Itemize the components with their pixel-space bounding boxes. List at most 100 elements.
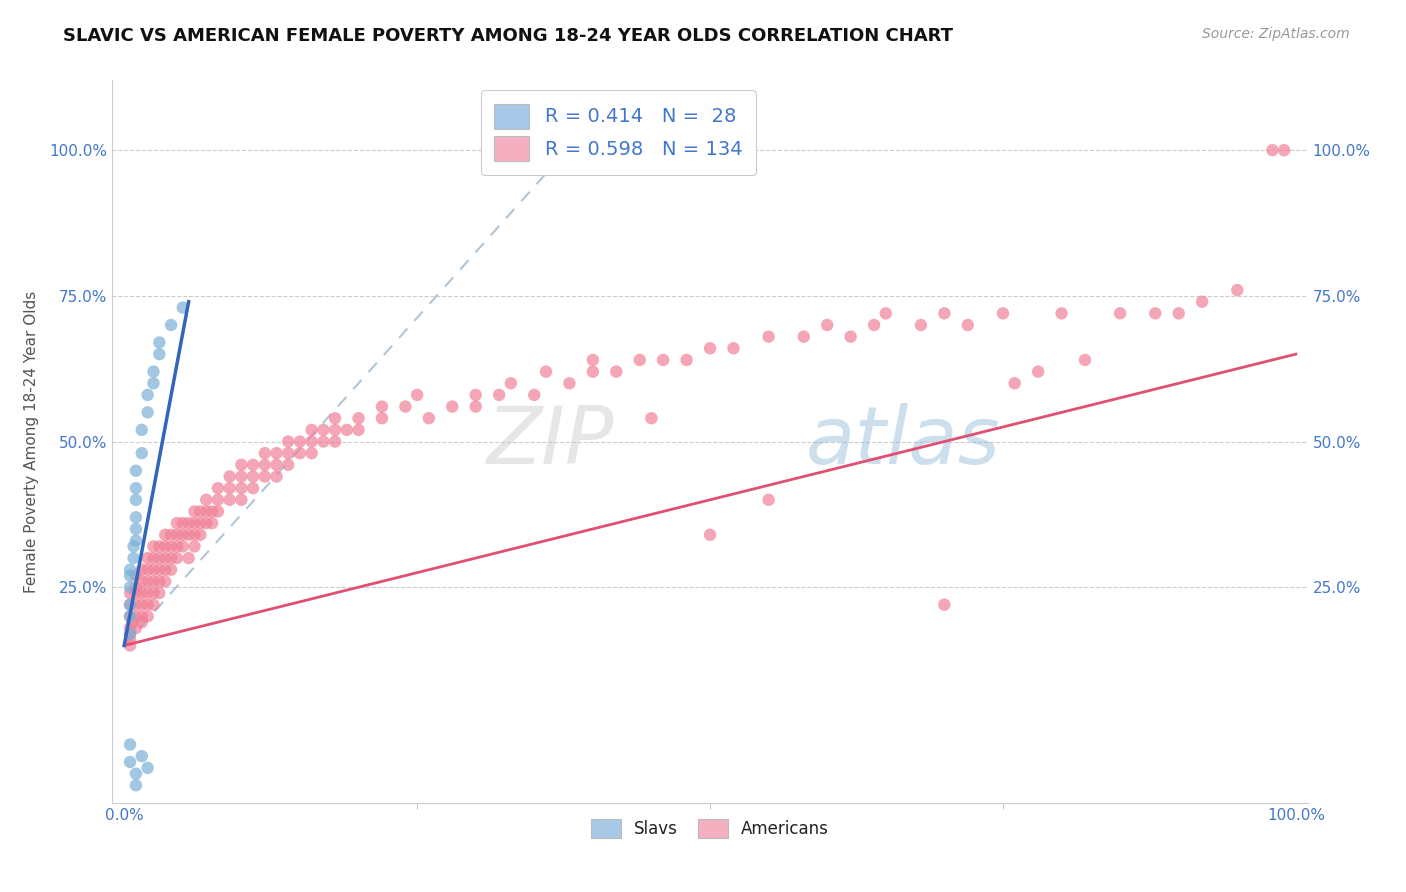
- Point: [605, 365, 627, 379]
- Point: [201, 504, 224, 518]
- Text: Source: ZipAtlas.com: Source: ZipAtlas.com: [1202, 27, 1350, 41]
- Point: [136, 405, 159, 419]
- Point: [120, 609, 141, 624]
- Point: [277, 446, 299, 460]
- Point: [155, 574, 177, 589]
- Point: [155, 563, 177, 577]
- Point: [177, 551, 200, 566]
- Point: [121, 615, 143, 630]
- Point: [120, 627, 141, 641]
- Point: [1074, 353, 1097, 368]
- Point: [120, 563, 141, 577]
- Point: [723, 341, 745, 355]
- Point: [394, 400, 416, 414]
- Point: [136, 598, 159, 612]
- Point: [253, 458, 276, 472]
- Point: [120, 632, 141, 647]
- Point: [218, 481, 240, 495]
- Point: [242, 458, 264, 472]
- Point: [242, 469, 264, 483]
- Point: [166, 551, 188, 566]
- Point: [582, 365, 605, 379]
- Point: [991, 306, 1014, 320]
- Point: [242, 481, 264, 495]
- Point: [131, 615, 153, 630]
- Point: [499, 376, 522, 391]
- Point: [488, 388, 510, 402]
- Point: [231, 492, 253, 507]
- Point: [125, 492, 148, 507]
- Point: [699, 341, 721, 355]
- Point: [441, 400, 464, 414]
- Point: [136, 761, 159, 775]
- Point: [628, 353, 651, 368]
- Point: [207, 481, 229, 495]
- Point: [1026, 365, 1049, 379]
- Point: [120, 598, 141, 612]
- Point: [464, 400, 486, 414]
- Legend: Slavs, Americans: Slavs, Americans: [583, 813, 837, 845]
- Point: [312, 423, 335, 437]
- Point: [640, 411, 662, 425]
- Point: [1272, 143, 1295, 157]
- Point: [815, 318, 838, 332]
- Point: [166, 516, 188, 530]
- Point: [195, 492, 218, 507]
- Point: [131, 598, 153, 612]
- Point: [120, 639, 141, 653]
- Point: [188, 504, 212, 518]
- Point: [155, 540, 177, 554]
- Point: [120, 598, 141, 612]
- Text: ZIP: ZIP: [486, 402, 614, 481]
- Point: [131, 574, 153, 589]
- Point: [418, 411, 440, 425]
- Point: [172, 540, 194, 554]
- Point: [142, 540, 165, 554]
- Point: [125, 481, 148, 495]
- Point: [371, 411, 394, 425]
- Point: [1261, 143, 1284, 157]
- Point: [266, 458, 288, 472]
- Point: [347, 411, 370, 425]
- Point: [125, 464, 148, 478]
- Point: [125, 580, 148, 594]
- Text: atlas: atlas: [806, 402, 1001, 481]
- Point: [125, 522, 148, 536]
- Point: [1004, 376, 1026, 391]
- Point: [122, 551, 145, 566]
- Point: [758, 492, 780, 507]
- Point: [148, 551, 170, 566]
- Point: [120, 580, 141, 594]
- Point: [323, 423, 346, 437]
- Point: [277, 434, 299, 449]
- Point: [218, 492, 240, 507]
- Point: [142, 551, 165, 566]
- Point: [406, 388, 429, 402]
- Point: [125, 586, 148, 600]
- Point: [183, 516, 205, 530]
- Point: [207, 504, 229, 518]
- Point: [207, 492, 229, 507]
- Point: [875, 306, 897, 320]
- Point: [266, 469, 288, 483]
- Point: [934, 306, 956, 320]
- Point: [131, 446, 153, 460]
- Point: [188, 528, 212, 542]
- Point: [231, 481, 253, 495]
- Point: [172, 528, 194, 542]
- Point: [1144, 306, 1167, 320]
- Point: [148, 586, 170, 600]
- Text: SLAVIC VS AMERICAN FEMALE POVERTY AMONG 18-24 YEAR OLDS CORRELATION CHART: SLAVIC VS AMERICAN FEMALE POVERTY AMONG …: [63, 27, 953, 45]
- Point: [142, 563, 165, 577]
- Point: [183, 540, 205, 554]
- Point: [131, 749, 153, 764]
- Point: [231, 458, 253, 472]
- Point: [1050, 306, 1073, 320]
- Point: [1191, 294, 1213, 309]
- Point: [125, 621, 148, 635]
- Point: [934, 598, 956, 612]
- Point: [277, 458, 299, 472]
- Point: [956, 318, 979, 332]
- Point: [253, 469, 276, 483]
- Point: [136, 551, 159, 566]
